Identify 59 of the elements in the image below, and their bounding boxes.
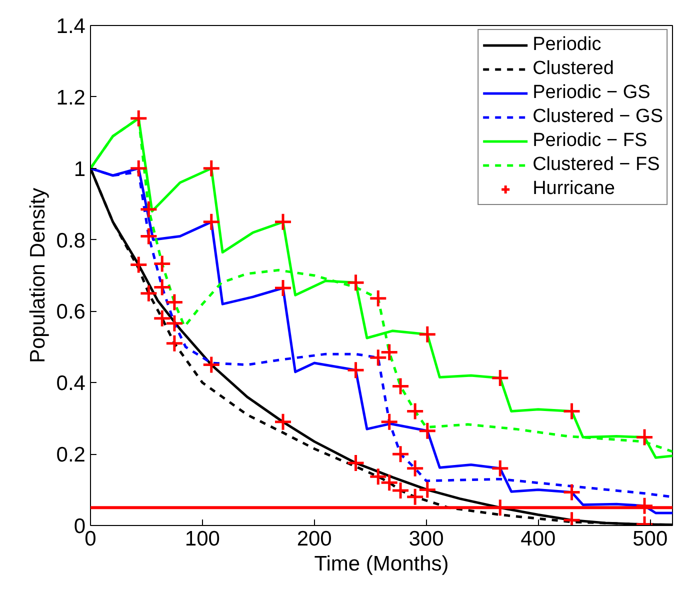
point [202, 159, 221, 178]
point [274, 212, 292, 232]
y-tick-label: 1 [74, 158, 86, 181]
point [129, 159, 148, 178]
point [562, 483, 582, 502]
point [368, 289, 388, 308]
point [165, 334, 184, 353]
legend-label: Clustered − GS [532, 106, 663, 128]
point [139, 284, 158, 303]
point [391, 444, 410, 464]
point [202, 356, 221, 374]
legend-label: Periodic − GS [532, 82, 650, 104]
y-tick-label: 0.4 [56, 372, 86, 396]
point [380, 473, 399, 492]
point [490, 459, 510, 478]
legend-label: Periodic − FS [532, 130, 648, 152]
point [202, 212, 221, 232]
point [165, 314, 184, 333]
point [418, 325, 437, 344]
point [391, 481, 410, 500]
point [165, 293, 184, 312]
point [406, 402, 424, 420]
legend-label: Periodic [532, 34, 602, 56]
point [490, 368, 510, 388]
y-tick-label: 1.4 [56, 15, 86, 38]
point [152, 278, 172, 297]
legend-label: Clustered [532, 58, 614, 80]
y-tick-label: 0.2 [56, 444, 86, 467]
point [129, 256, 148, 274]
point [152, 254, 172, 273]
point [406, 459, 424, 478]
point [391, 376, 410, 396]
x-tick-label: 200 [296, 528, 332, 550]
point [418, 422, 437, 440]
y-axis-title: Population Density [26, 187, 50, 364]
point [635, 428, 654, 447]
point [139, 200, 158, 219]
point [129, 109, 148, 128]
x-tick-label: 100 [184, 528, 220, 550]
point [368, 467, 388, 486]
x-axis-title: Time (Months) [314, 552, 449, 576]
point [346, 360, 366, 380]
point [635, 496, 654, 516]
legend-label: Clustered − FS [532, 154, 660, 176]
x-tick-label: 400 [520, 528, 556, 550]
point [562, 402, 582, 420]
x-tick-label: 500 [632, 528, 668, 550]
point [274, 412, 292, 432]
point [380, 412, 399, 432]
point [139, 226, 158, 246]
point [346, 454, 366, 472]
point [152, 309, 172, 328]
x-tick-label: 300 [408, 528, 444, 550]
legend-label: Hurricane [532, 178, 615, 200]
y-tick-label: 0.6 [56, 300, 86, 324]
y-tick-label: 0.8 [56, 229, 86, 252]
point [346, 273, 366, 292]
y-tick-label: 1.2 [56, 86, 86, 110]
point [274, 278, 292, 298]
